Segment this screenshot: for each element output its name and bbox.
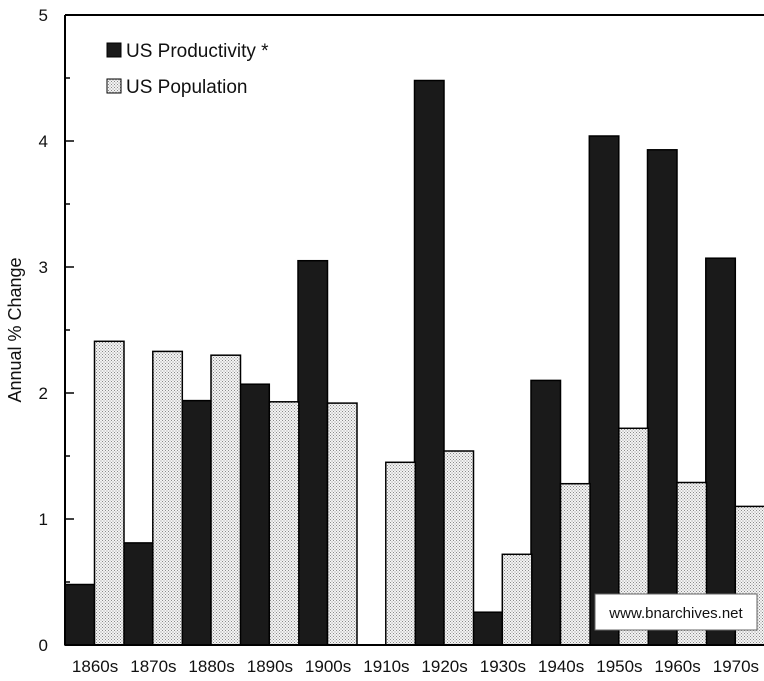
y-tick-label-1: 1 [39, 510, 48, 529]
x-tick-label-1970s: 1970s [713, 657, 759, 676]
bar-population-1910s [385, 461, 417, 646]
x-tick-label-1880s: 1880s [188, 657, 234, 676]
watermark: www.bnarchives.net [594, 593, 758, 631]
x-tick-label-1930s: 1930s [480, 657, 526, 676]
bar-population-1940s [559, 482, 591, 646]
y-tick-label-2: 2 [39, 384, 48, 403]
legend-label-population: US Population [126, 77, 247, 98]
legend-swatch-productivity [106, 42, 122, 58]
x-tick-label-1870s: 1870s [130, 657, 176, 676]
y-tick-label-4: 4 [39, 132, 48, 151]
bar-population-1930s [501, 553, 533, 646]
x-tick-label-1860s: 1860s [72, 657, 118, 676]
legend-label-productivity: US Productivity * [126, 41, 269, 62]
bar-productivity-1920s [413, 79, 445, 646]
bar-productivity-1880s [180, 399, 212, 646]
bar-productivity-1960s [646, 149, 678, 646]
y-tick-label-0: 0 [39, 636, 48, 655]
x-tick-label-1890s: 1890s [247, 657, 293, 676]
x-tick-label-1920s: 1920s [421, 657, 467, 676]
watermark-text: www.bnarchives.net [608, 605, 743, 622]
x-tick-label-1940s: 1940s [538, 657, 584, 676]
bars-layer [64, 79, 764, 646]
bar-productivity-1860s [64, 583, 96, 646]
bar-productivity-1950s [588, 135, 620, 646]
bar-population-1880s [210, 354, 242, 646]
legend-swatch-population [106, 78, 122, 94]
bar-population-1900s [326, 402, 358, 646]
x-tick-label-1910s: 1910s [363, 657, 409, 676]
y-axis-title: Annual % Change [5, 257, 25, 402]
bar-population-1870s [152, 350, 184, 646]
x-tick-label-1960s: 1960s [654, 657, 700, 676]
x-tick-label-1950s: 1950s [596, 657, 642, 676]
watermark-box [594, 593, 758, 631]
bar-productivity-1970s [705, 257, 737, 646]
bar-population-1890s [268, 401, 300, 646]
bar-population-1920s [443, 450, 475, 646]
bar-productivity-1890s [239, 383, 271, 646]
legend: US Productivity * US Population [106, 41, 269, 98]
bar-productivity-1930s [472, 611, 504, 646]
axes-layer: 0 1 2 3 4 5 1860s 1870s 1880s 1890s 1900s 1910s 1920… [39, 6, 764, 676]
bar-productivity-1900s [297, 259, 329, 646]
bar-productivity-1870s [122, 542, 154, 646]
bar-population-1860s [93, 340, 125, 646]
y-tick-label-5: 5 [39, 6, 48, 25]
bar-productivity-1940s [530, 379, 562, 646]
x-tick-label-1900s: 1900s [305, 657, 351, 676]
y-tick-label-3: 3 [39, 258, 48, 277]
